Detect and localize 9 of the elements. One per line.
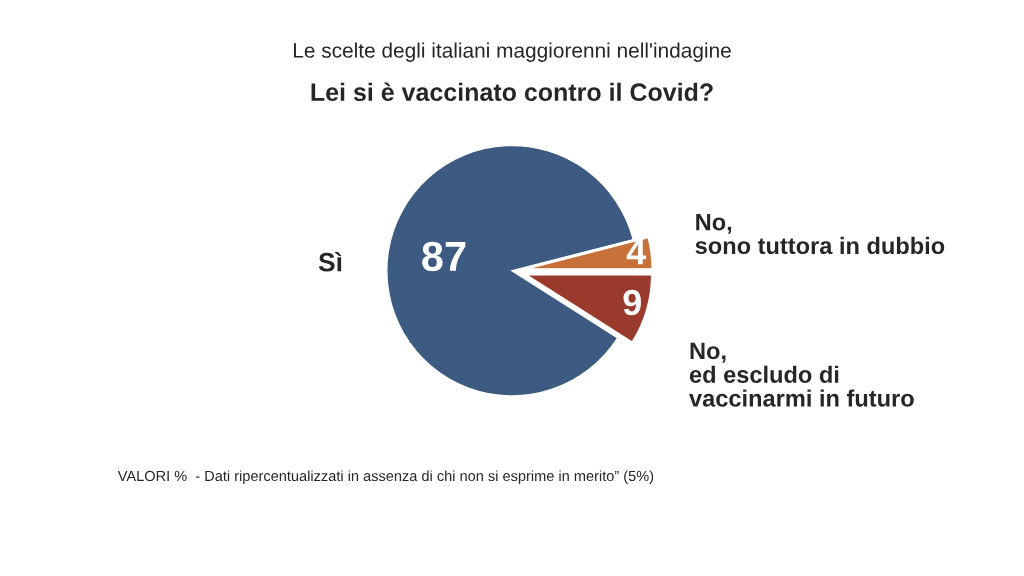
slice-label: Sì (318, 251, 342, 272)
chart-subtitle: Le scelte degli italiani maggiorenni nell'indagine (294, 42, 731, 62)
data-label: 87 (422, 241, 466, 272)
slice-label: No, sono tuttora in dubbio (695, 213, 945, 255)
data-label: 9 (623, 289, 641, 316)
text: VALORI % - Dati ripercentualizzati in assenza di chi non si esprime in merito” (5%) (117, 470, 654, 484)
chart-title: Lei si è vaccinato contro il Covid? (311, 82, 713, 102)
slice-label: No, ed escludo di vaccinarmi in futuro (689, 342, 914, 407)
data-label: 4 (626, 239, 647, 265)
